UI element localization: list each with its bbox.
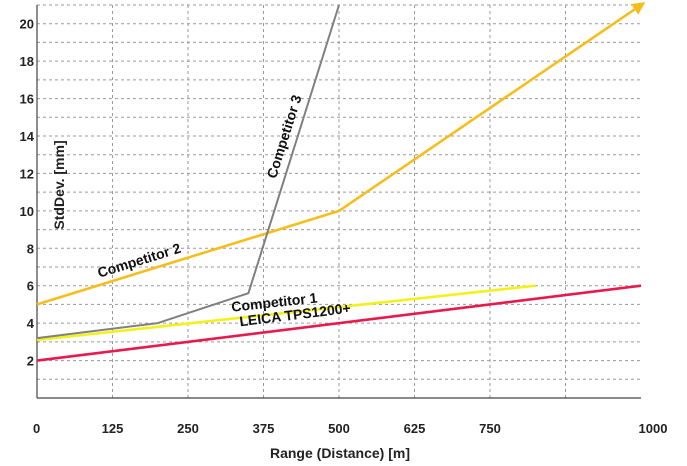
series-line	[36, 2, 646, 306]
series-line	[36, 4, 340, 340]
y-tick-label: 12	[20, 166, 34, 181]
axes	[36, 5, 641, 399]
y-tick-label: 8	[27, 241, 34, 256]
x-tick-label: 375	[253, 421, 275, 436]
x-tick-label: 250	[177, 421, 199, 436]
series-line	[36, 284, 536, 342]
y-tick-label: 6	[27, 279, 34, 294]
x-tick-label: 0	[33, 421, 40, 436]
x-axis-title: Range (Distance) [m]	[270, 445, 410, 461]
plot-area	[37, 5, 641, 398]
tick-labels: 0 125 250 375 500 625 750 1000 2 4 6 8 10 12 14 16 18 20	[20, 17, 668, 436]
series-line	[36, 284, 642, 362]
series-lines	[36, 2, 646, 362]
y-tick-label: 16	[20, 92, 34, 107]
y-tick-label: 18	[20, 54, 34, 69]
y-tick-label: 10	[20, 204, 34, 219]
x-tick-label: 750	[479, 421, 501, 436]
y-tick-label: 4	[27, 316, 35, 331]
y-axis-title: StdDev. [mm]	[51, 140, 67, 229]
y-tick-label: 14	[20, 129, 35, 144]
x-tick-label: 500	[328, 421, 350, 436]
x-tick-label: 125	[102, 421, 124, 436]
x-tick-label: 1000	[639, 421, 668, 436]
y-tick-label: 20	[20, 17, 34, 32]
y-tick-label: 2	[27, 354, 34, 369]
x-tick-label: 625	[404, 421, 426, 436]
